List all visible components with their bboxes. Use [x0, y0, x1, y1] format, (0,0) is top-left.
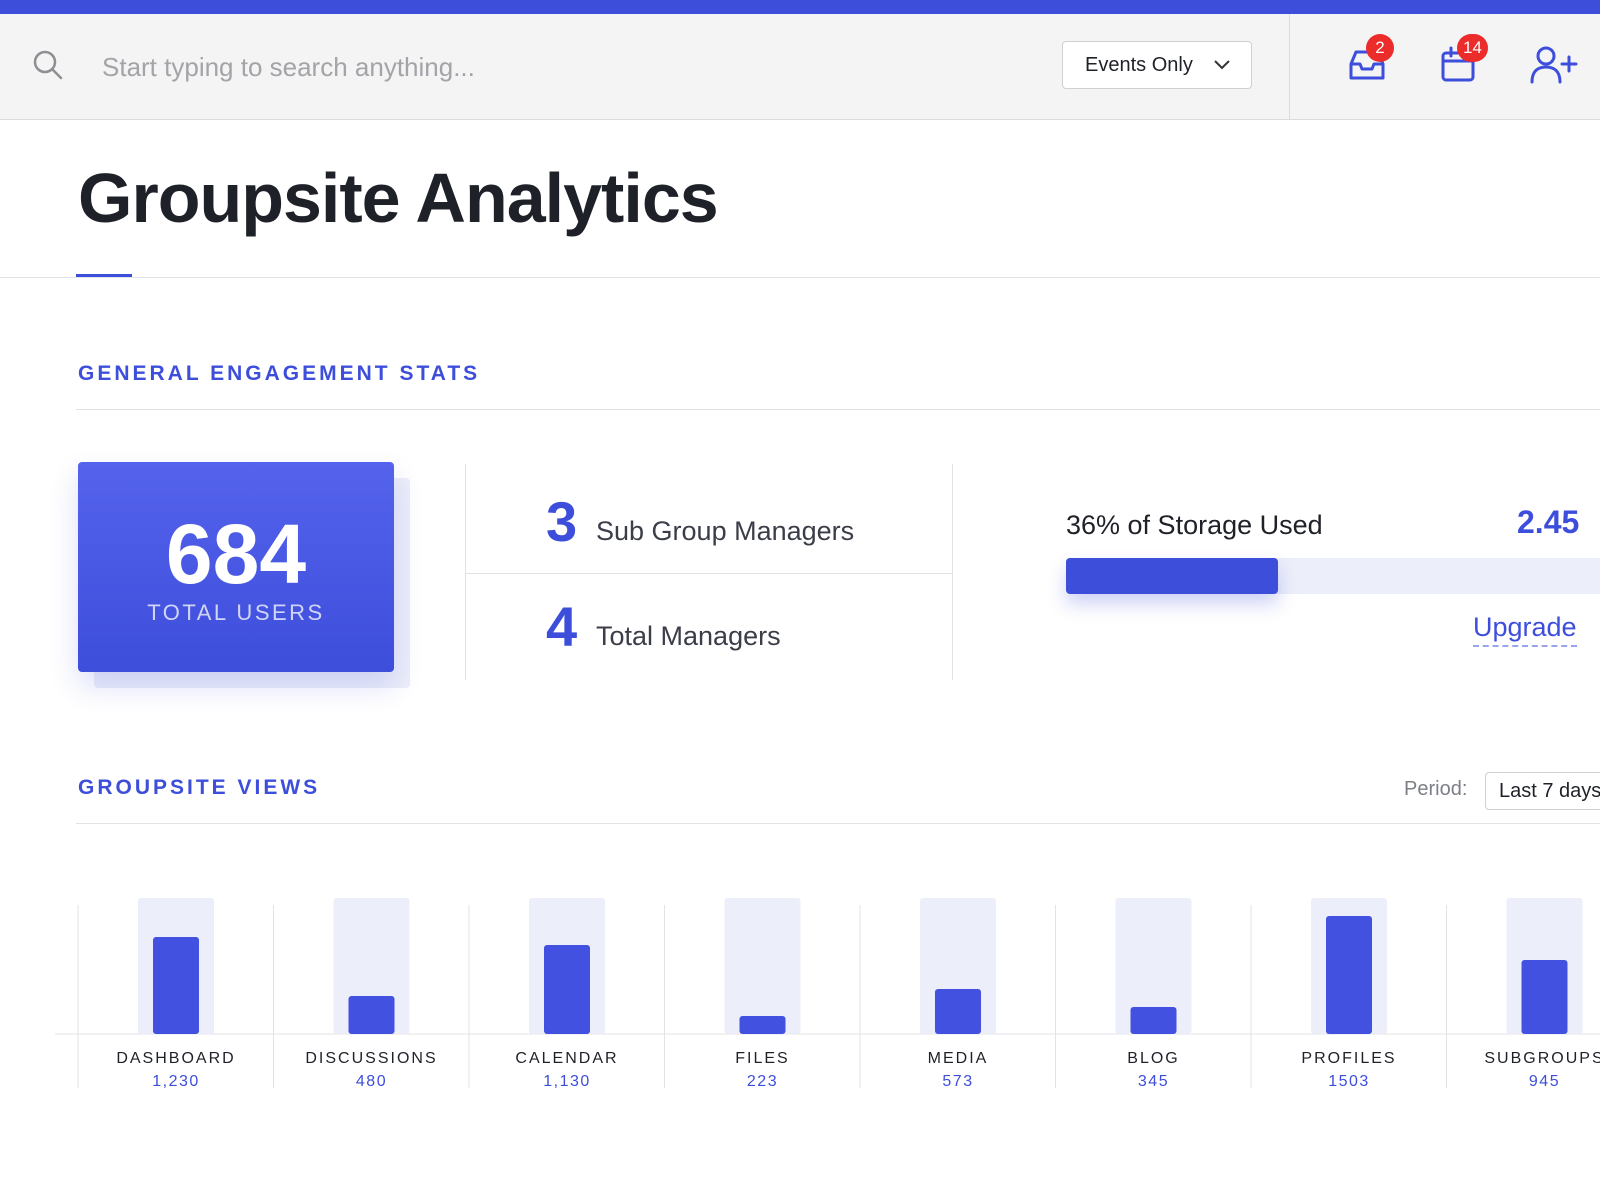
chart-svg [55, 898, 1600, 1088]
engagement-section-divider [76, 409, 1600, 410]
search-input[interactable] [100, 44, 1004, 90]
calendar-badge: 14 [1457, 34, 1488, 62]
bar-track [1115, 898, 1192, 1034]
bar-value-label: 223 [746, 1073, 779, 1090]
storage-used-label: 36% of Storage Used [1066, 510, 1323, 540]
bar [153, 937, 199, 1034]
header-divider [1289, 14, 1290, 120]
add-user-icon[interactable] [1526, 42, 1586, 88]
filter-selected-value: Events Only [1085, 53, 1193, 76]
groupsite-views-chart: DASHBOARD 1,230 DISCUSSIONS 480 CALENDAR 1,13… [0, 880, 1600, 1120]
storage-progress-fill [1066, 558, 1278, 594]
period-select[interactable]: Last 7 days [1485, 772, 1600, 810]
total-users-value: 684 [165, 507, 307, 601]
bar-value-label: 573 [942, 1073, 974, 1090]
bar-value-label: 1,130 [543, 1073, 591, 1090]
bar [739, 1016, 786, 1034]
events-filter-select[interactable]: Events Only [1062, 41, 1252, 89]
sub-group-managers-count: 3 [546, 490, 578, 553]
bar [1130, 1007, 1177, 1034]
top-header: Events Only 2 14 [0, 14, 1600, 120]
storage-used-value: 2.45 [1517, 504, 1580, 540]
bar-category-label: DASHBOARD [116, 1050, 236, 1067]
bar [1326, 916, 1372, 1034]
bar-value-label: 1503 [1328, 1073, 1370, 1090]
views-section-divider [76, 823, 1600, 824]
bar-value-label: 945 [1528, 1073, 1561, 1090]
bar-category-label: CALENDAR [515, 1050, 619, 1067]
engagement-section-title: GENERAL ENGAGEMENT STATS [78, 362, 481, 385]
bar-value-label: 1,230 [152, 1073, 200, 1090]
bar-category-label: FILES [735, 1050, 790, 1067]
bar-category-label: PROFILES [1301, 1050, 1397, 1067]
top-accent-bar [0, 0, 1600, 14]
stats-divider-right [952, 464, 953, 680]
bar [1521, 960, 1568, 1034]
bar [544, 945, 590, 1034]
total-users-card: 684 TOTAL USERS [78, 462, 394, 672]
page-title: Groupsite Analytics [78, 159, 719, 237]
views-section-title: GROUPSITE VIEWS [78, 776, 321, 799]
managers-divider [466, 573, 952, 574]
total-managers-label: Total Managers [596, 621, 781, 651]
search-icon[interactable] [32, 49, 64, 81]
title-underline [76, 274, 132, 278]
inbox-icon[interactable] [1344, 42, 1390, 88]
bar-track [724, 898, 801, 1034]
inbox-badge: 2 [1366, 34, 1394, 62]
stats-divider-left [465, 464, 466, 680]
bar [935, 989, 981, 1034]
title-divider [0, 277, 1600, 278]
period-label: Period: [1404, 778, 1468, 800]
storage-progress-track [1066, 558, 1600, 594]
bar-category-label: BLOG [1127, 1050, 1180, 1067]
bar-category-label: SUBGROUPS [1484, 1050, 1600, 1067]
bar-value-label: 480 [355, 1073, 388, 1090]
total-managers-count: 4 [546, 595, 578, 658]
sub-group-managers-label: Sub Group Managers [596, 516, 855, 546]
chevron-down-icon [1214, 60, 1230, 70]
upgrade-link[interactable]: Upgrade [1473, 612, 1577, 647]
bar [348, 996, 395, 1034]
bar-category-label: MEDIA [927, 1050, 989, 1067]
bar-value-label: 345 [1137, 1073, 1170, 1090]
bar-category-label: DISCUSSIONS [305, 1050, 438, 1067]
total-users-label: TOTAL USERS [147, 600, 325, 625]
